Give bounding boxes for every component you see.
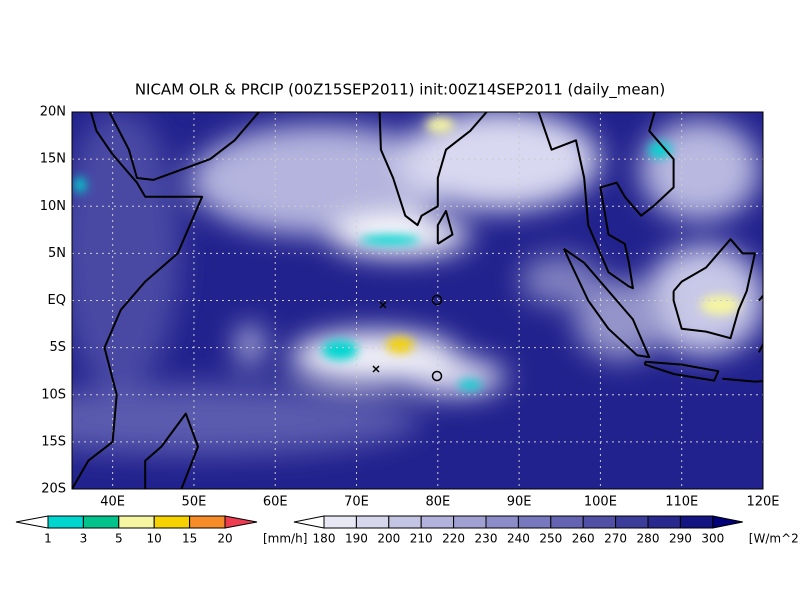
legend-swatch [47, 515, 84, 529]
coastline [537, 112, 675, 290]
lon-label: 50E [182, 495, 207, 510]
legend-level: 230 [475, 532, 498, 546]
coastline [144, 412, 199, 489]
lon-label: 60E [263, 495, 288, 510]
legend-end-high [224, 515, 258, 529]
coastline [562, 247, 651, 359]
lat-label: EQ [48, 293, 66, 308]
legend-level: 1 [44, 532, 52, 546]
title: NICAM OLR & PRCIP (00Z15SEP2011) init:00… [135, 81, 665, 100]
lon-label: 80E [425, 495, 450, 510]
legend-swatch [118, 515, 155, 529]
legend-swatch [82, 515, 120, 529]
legend-end-low [293, 515, 325, 529]
lon-label: 120E [746, 495, 779, 510]
lon-label: 110E [665, 495, 698, 510]
legend-swatch [582, 515, 617, 529]
legends: 1 3 5 10 15 20 [mm/h] 180 190 200 210 220 230 240 250 2… [15, 515, 800, 546]
lat-label: 20S [41, 482, 66, 497]
coastlines [72, 112, 763, 489]
legend-level: 270 [604, 532, 627, 546]
lat-label: 20N [40, 105, 66, 120]
lon-label: 40E [100, 495, 125, 510]
legend-unit: [W/m^2] [749, 532, 800, 546]
map-field [72, 112, 763, 489]
lon-label: 70E [344, 495, 369, 510]
legend-level: 300 [701, 532, 724, 546]
legend-level: 200 [377, 532, 400, 546]
legend-swatch [189, 515, 226, 529]
legend-swatch [485, 515, 519, 529]
legend-level: 250 [539, 532, 562, 546]
legend-swatch [153, 515, 191, 529]
legend-level: 240 [507, 532, 530, 546]
legend-level: 3 [80, 532, 88, 546]
legend-end-high [712, 515, 743, 529]
lon-label: 100E [584, 495, 617, 510]
legend-level: 15 [182, 532, 197, 546]
legend-swatch [647, 515, 681, 529]
graticule [72, 112, 763, 489]
legend-level: 210 [410, 532, 433, 546]
legend-unit: [mm/h] [263, 532, 307, 546]
precip-field [74, 117, 740, 390]
legend-level: 260 [572, 532, 595, 546]
lat-label: 15N [40, 152, 66, 167]
legend-level: 280 [637, 532, 660, 546]
legend-level: 290 [669, 532, 692, 546]
legend-level: 180 [313, 532, 336, 546]
legend-level: 10 [147, 532, 162, 546]
axis-labels: 20N 15N 10N 5N EQ 5S 10S 15S 20S 40E 50E 60E 70E 80E 9… [40, 105, 780, 510]
lat-label: 5N [48, 246, 66, 261]
legend-level: 220 [442, 532, 465, 546]
legend-swatch [420, 515, 455, 529]
markers [372, 294, 443, 382]
map-frame [71, 111, 764, 490]
coastline [72, 112, 204, 489]
legend-swatch [323, 515, 357, 529]
legend-swatch [550, 515, 584, 529]
legend-swatch [679, 515, 714, 529]
coastline [644, 360, 720, 382]
coastline [672, 238, 756, 340]
legend-swatch [615, 515, 649, 529]
legend-level: 20 [217, 532, 232, 546]
lat-label: 10N [40, 199, 66, 214]
coastline [378, 112, 488, 227]
legend-swatch [453, 515, 487, 529]
coastline [722, 377, 763, 383]
lat-label: 10S [41, 387, 66, 402]
lat-label: 15S [41, 434, 66, 449]
legend-end-low [15, 515, 49, 529]
legend-swatch [355, 515, 390, 529]
legend-level: 5 [115, 532, 123, 546]
coastline [108, 112, 261, 181]
coastline [436, 210, 454, 245]
legend-swatch [517, 515, 552, 529]
legend-level: 190 [345, 532, 368, 546]
lat-label: 5S [49, 340, 66, 355]
lon-label: 90E [507, 495, 532, 510]
legend-swatch [388, 515, 422, 529]
